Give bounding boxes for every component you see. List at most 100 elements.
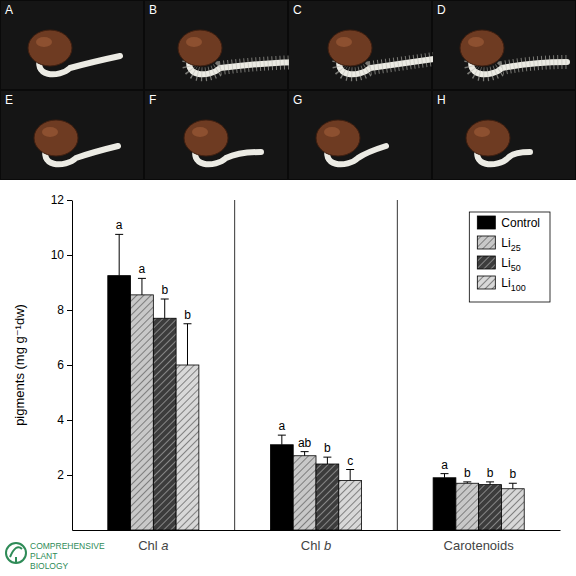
significance-letters: aaaaabbbbbbcb (116, 218, 517, 481)
error-cap (463, 481, 471, 482)
bar (456, 483, 479, 530)
significance-letter: a (116, 218, 123, 232)
significance-letter: a (441, 458, 448, 472)
significance-letter: ab (298, 436, 312, 450)
error-cap (115, 234, 123, 235)
y-tick-label: 4 (57, 413, 64, 427)
seed (184, 120, 228, 156)
y-tick: 2 (57, 468, 72, 482)
y-tick-label: 6 (57, 358, 64, 372)
bar (433, 478, 456, 530)
photo-label: B (149, 3, 157, 17)
error-cap (323, 457, 331, 458)
error-bar (444, 474, 445, 478)
photo-panel: B (145, 1, 312, 89)
legend-swatch (477, 216, 495, 229)
x-tick: Chl a (138, 538, 168, 553)
y-tick: 8 (57, 303, 72, 317)
bar (501, 489, 524, 530)
significance-letter: c (347, 454, 353, 468)
photo-panel: D (433, 1, 575, 89)
photo-label: E (5, 93, 13, 107)
error-cap (486, 481, 494, 482)
x-tick-label: Carotenoids (444, 538, 515, 553)
x-tick-label: Chl a (138, 538, 168, 553)
seed-highlight (324, 127, 340, 137)
error-bar (141, 278, 142, 295)
bar (479, 485, 502, 530)
watermark-text: BIOLOGY (30, 561, 69, 571)
error-cap (509, 483, 517, 484)
photo-panel: H (433, 91, 575, 179)
photo-frame (145, 1, 287, 89)
photo-label: F (149, 93, 156, 107)
bar (339, 481, 362, 531)
bar (108, 276, 131, 530)
bar (316, 464, 339, 530)
seed-highlight (186, 37, 202, 47)
y-tick-mark (67, 200, 72, 201)
photo-frame (433, 91, 575, 179)
photo-label: H (437, 93, 446, 107)
legend-box (469, 212, 550, 302)
error-bar (327, 457, 328, 464)
bars (108, 234, 524, 530)
y-tick-label: 12 (51, 193, 65, 207)
watermark-icon-leaf (10, 547, 22, 563)
significance-letter: a (278, 419, 285, 433)
seed-highlight (192, 127, 208, 137)
y-tick: 12 (51, 193, 72, 207)
x-tick: Chl b (301, 538, 331, 553)
y-tick-mark (67, 475, 72, 476)
error-cap (183, 323, 191, 324)
y-axis: 24681012 (51, 193, 73, 530)
seed (460, 30, 504, 66)
y-tick-mark (67, 420, 72, 421)
y-tick-mark (67, 365, 72, 366)
bar (293, 456, 316, 530)
bar (131, 295, 154, 530)
seed (316, 120, 360, 156)
error-bar (512, 483, 513, 489)
significance-letter: b (464, 466, 471, 480)
group-separator (397, 200, 398, 530)
legend-swatch (477, 276, 495, 289)
legend-swatch (477, 256, 495, 269)
photo-panel: C (289, 1, 455, 89)
x-tick-label: Chl b (301, 538, 331, 553)
seed-highlight (36, 37, 52, 47)
y-tick-label: 8 (57, 303, 64, 317)
y-tick-label: 2 (57, 468, 64, 482)
seed-highlight (42, 127, 58, 137)
legend-swatch (477, 236, 495, 249)
error-cap (278, 435, 286, 436)
bar (270, 445, 293, 530)
y-tick: 4 (57, 413, 72, 427)
photo-panel: E (1, 91, 143, 179)
seed-highlight (474, 127, 490, 137)
photo-label: C (293, 3, 302, 17)
y-axis-title: pigments (mg g⁻¹dw) (12, 304, 27, 426)
seed-highlight (336, 37, 352, 47)
seed-highlight (468, 37, 484, 47)
significance-letter: b (324, 441, 331, 455)
group-separator (234, 200, 235, 530)
legend-label: Li50 (501, 256, 520, 273)
photo-panel: A (1, 1, 143, 89)
photo-background (0, 0, 576, 180)
x-tick: Carotenoids (444, 538, 515, 553)
significance-letter: a (139, 262, 146, 276)
legend: ControlLi25Li50Li100 (469, 212, 550, 302)
error-cap (346, 469, 354, 470)
bar (153, 318, 176, 530)
bar (176, 365, 199, 530)
watermark-text: COMPREHENSIVE (30, 541, 105, 551)
error-cap (161, 299, 169, 300)
error-cap (441, 473, 449, 474)
photo-panel: G (289, 91, 431, 179)
y-tick-mark (67, 255, 72, 256)
error-cap (138, 278, 146, 279)
y-tick: 6 (57, 358, 72, 372)
error-bar (164, 299, 165, 318)
legend-label: Li25 (501, 236, 520, 253)
